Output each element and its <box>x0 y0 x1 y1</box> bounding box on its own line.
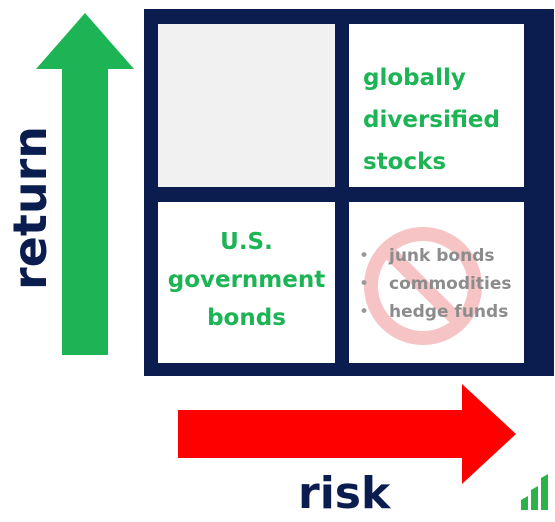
quadrant-bottom-right: • junk bonds • commodities • hedge funds <box>349 202 524 363</box>
quadrant-top-right: globally diversified stocks <box>349 24 524 187</box>
list-item-text: hedge funds <box>389 302 509 322</box>
list-item: • junk bonds <box>359 246 495 266</box>
up-arrow-icon <box>36 13 134 355</box>
bottom-left-line: bonds <box>207 305 286 331</box>
quadrant-top-left <box>158 24 335 187</box>
list-item-text: junk bonds <box>389 246 495 266</box>
quadrant-bottom-left: U.S. government bonds <box>158 202 335 363</box>
no-sign-icon <box>364 227 482 345</box>
x-axis-label: risk <box>298 468 391 519</box>
bottom-left-line: government <box>167 267 326 293</box>
bar-chart-logo-icon <box>521 474 548 510</box>
bottom-left-label: U.S. government bonds <box>158 223 335 337</box>
list-item: • hedge funds <box>359 302 509 322</box>
list-item: • commodities <box>359 274 512 294</box>
top-right-label: globally diversified stocks <box>363 57 500 183</box>
top-right-line: stocks <box>363 149 447 175</box>
alternatives-list: • junk bonds • commodities • hedge funds <box>359 242 511 326</box>
top-right-line: globally <box>363 65 466 91</box>
top-right-line: diversified <box>363 107 500 133</box>
right-arrow-icon <box>178 384 516 484</box>
bottom-left-line: U.S. <box>220 229 273 255</box>
y-axis-label: return <box>3 125 57 291</box>
quadrant-grid: globally diversified stocks U.S. governm… <box>144 9 554 376</box>
list-item-text: commodities <box>389 274 512 294</box>
